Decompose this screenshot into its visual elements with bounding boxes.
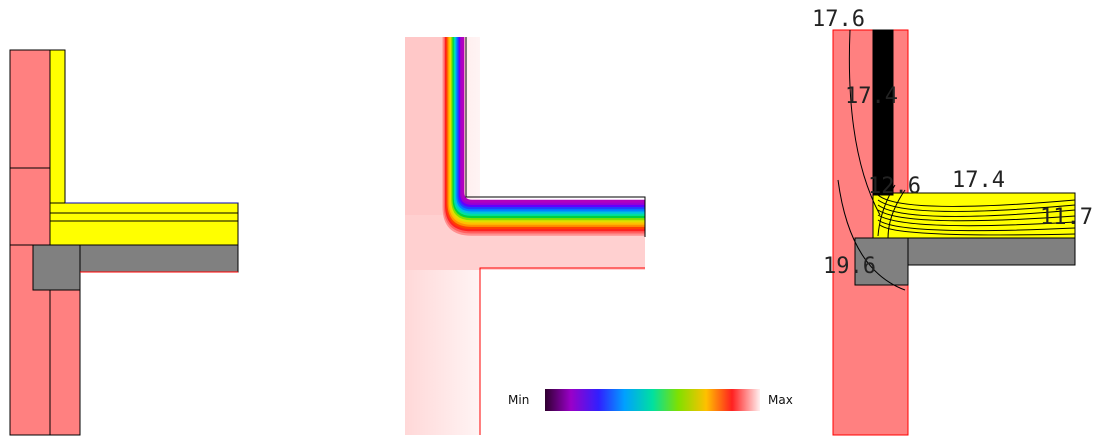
- isotherm-band: [463, 37, 645, 201]
- isotherm-band: [460, 37, 645, 206]
- wall: [10, 50, 50, 435]
- isotherm-band: [453, 37, 645, 219]
- legend-min: Min: [508, 393, 529, 407]
- isotherm-label: 17.6: [812, 7, 865, 32]
- isotherm-band: [457, 37, 646, 212]
- isotherm-band: [452, 37, 646, 221]
- insulation: [50, 203, 238, 245]
- field-panel: Min Max: [405, 37, 793, 435]
- isotherm-label: 11.7: [1040, 205, 1093, 230]
- isotherm-band: [458, 37, 645, 210]
- isotherm-label: 19.6: [823, 254, 876, 279]
- geometry-panel: [10, 50, 238, 435]
- canvas: Min Max 17.6 17.4 12.6 17.4 19.6 11.7: [0, 0, 1110, 436]
- isotherm-band: [455, 37, 645, 214]
- legend-bar: [545, 389, 760, 411]
- legend-max: Max: [768, 393, 793, 407]
- slab: [80, 245, 238, 272]
- isotherm-label: 12.6: [868, 174, 921, 199]
- screen: Min Max 17.6 17.4 12.6 17.4 19.6 11.7: [0, 0, 1110, 436]
- isotherm-label: 17.4: [952, 168, 1005, 193]
- beam: [33, 245, 80, 290]
- isotherm-band: [462, 37, 646, 203]
- insulation: [50, 50, 65, 203]
- isotherm-label: 17.4: [845, 84, 898, 109]
- isotherm-band: [454, 37, 645, 217]
- isotherm-band: [459, 37, 645, 208]
